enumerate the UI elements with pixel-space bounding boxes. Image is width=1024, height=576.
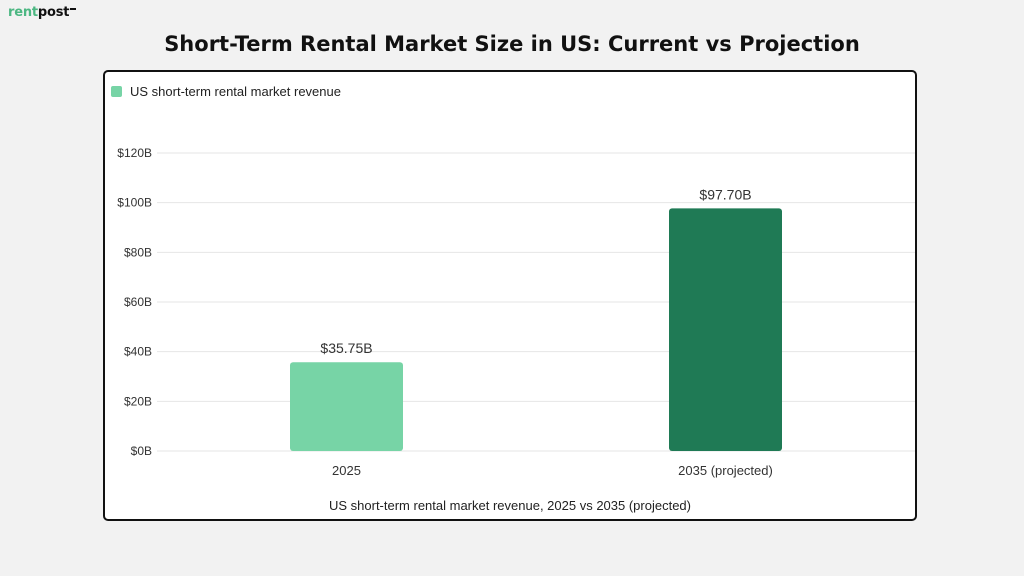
rentpost-logo[interactable]: rentpost (8, 4, 77, 22)
y-tick-label: $80B (124, 245, 152, 259)
bar-2[interactable] (669, 208, 782, 451)
x-tick-label: 2025 (332, 463, 361, 478)
y-tick-label: $120B (117, 146, 152, 160)
x-axis-tick-labels: 2025 2035 (projected) (332, 463, 773, 478)
bar-value-label: $97.70B (699, 186, 751, 202)
data-labels: $35.75B $97.70B (320, 186, 751, 356)
grid-lines (157, 152, 915, 452)
x-axis-caption: US short-term rental market revenue, 202… (328, 498, 691, 513)
y-tick-label: $40B (124, 345, 152, 359)
x-tick-label: 2035 (projected) (678, 463, 773, 478)
chart-legend[interactable]: US short-term rental market revenue (111, 84, 341, 99)
y-axis-tick-labels: $0B $20B $40B $60B $80B $100B $120B (117, 146, 152, 458)
y-tick-label: $20B (124, 394, 152, 408)
legend-label: US short-term rental market revenue (130, 84, 341, 99)
y-tick-label: $100B (117, 196, 152, 210)
bar-value-label: $35.75B (320, 340, 372, 356)
legend-swatch (111, 86, 122, 97)
bars (290, 208, 782, 451)
bar-1[interactable] (290, 362, 403, 451)
logo-text-post: post (37, 5, 70, 20)
chart-card: US short-term rental market revenue $0B $… (103, 70, 917, 521)
logo-tick-mark (70, 8, 77, 10)
chart-title: Short-Term Rental Market Size in US: Cur… (164, 32, 860, 56)
y-tick-label: $60B (124, 295, 152, 309)
logo-text-rent: rent (8, 5, 38, 20)
y-tick-label: $0B (131, 444, 152, 458)
bar-chart-plot: $0B $20B $40B $60B $80B $100B $120B $35.75B $97… (117, 146, 915, 478)
